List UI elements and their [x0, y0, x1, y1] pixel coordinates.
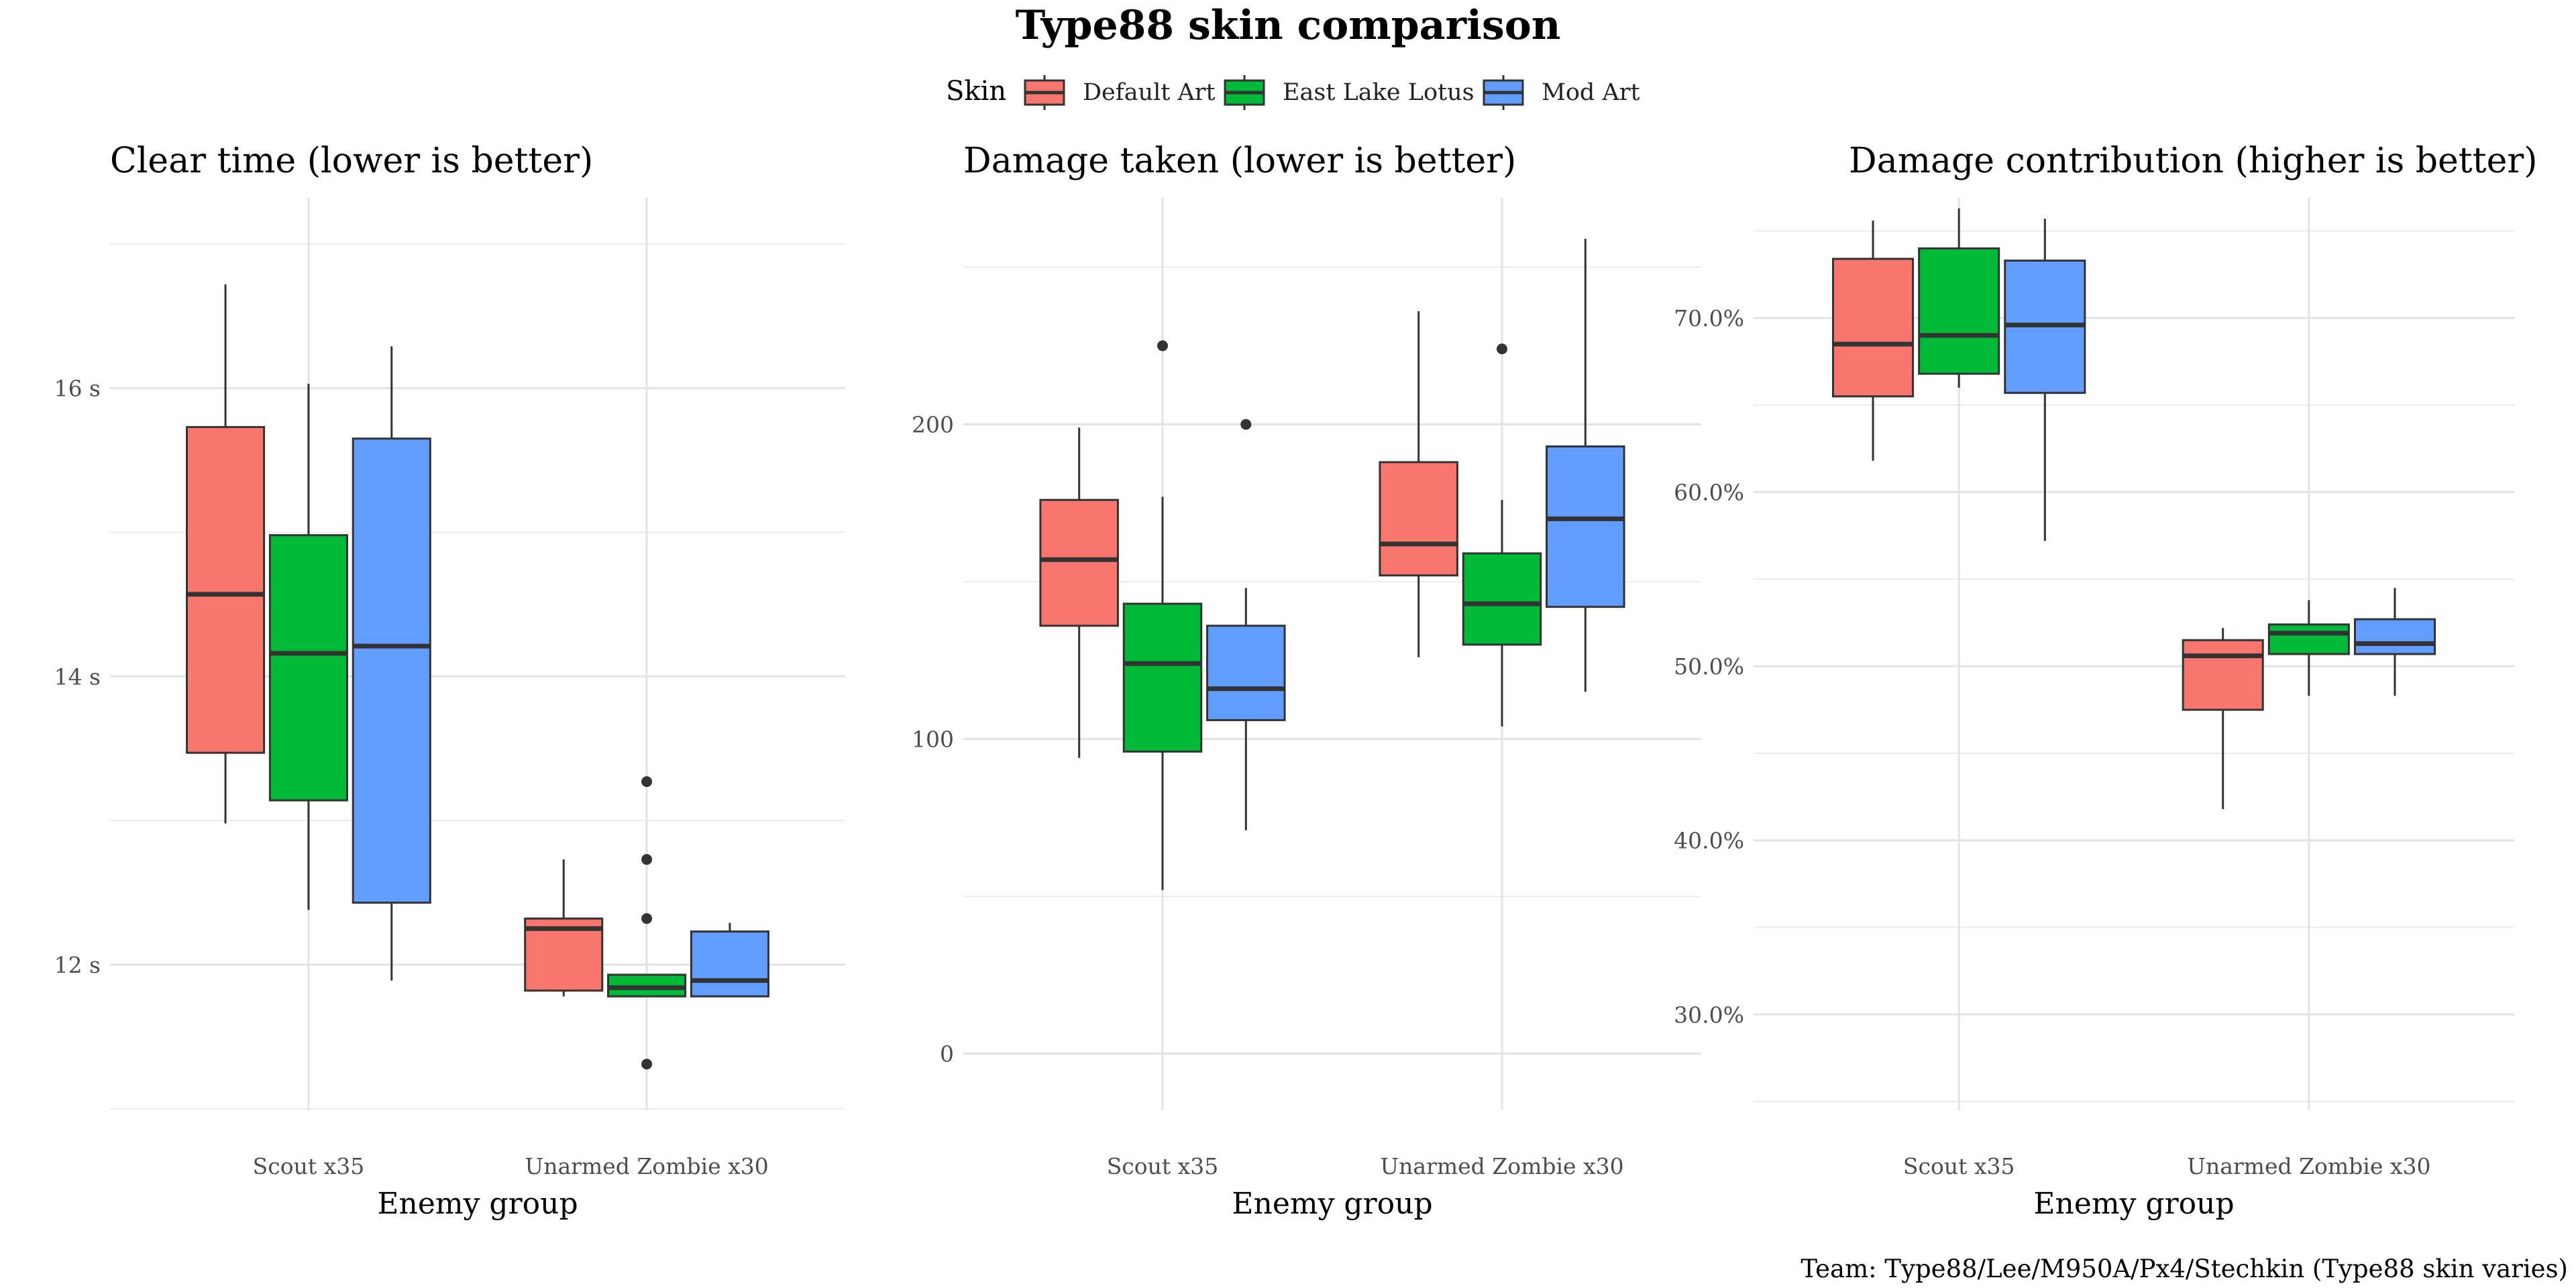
box-default-art [2182, 628, 2264, 809]
box-body [1206, 625, 1286, 721]
y-tick-label: 60.0% [1674, 480, 1744, 506]
outlier-point [641, 1059, 653, 1070]
figure-caption: Team: Type88/Lee/M950A/Px4/Stechkin (Typ… [1801, 1254, 2568, 1283]
box-body [186, 426, 266, 754]
panel-title: Clear time (lower is better) [110, 141, 593, 181]
x-tick-label: Unarmed Zombie x30 [525, 1153, 768, 1179]
box-body [1918, 247, 2000, 375]
legend-label: Mod Art [1542, 79, 1640, 106]
box-mod-art [1546, 238, 1625, 692]
x-axis-title: Enemy group [2033, 1187, 2234, 1221]
y-tick-label: 12 s [54, 952, 101, 978]
x-tick-label: Scout x35 [253, 1153, 365, 1179]
outlier-point [1497, 343, 1507, 355]
box-body [1122, 602, 1203, 753]
box-body [268, 534, 348, 802]
outlier-point [641, 854, 653, 865]
x-tick-label: Scout x35 [1903, 1153, 2015, 1179]
legend-entry: East Lake Lotus [1224, 75, 1474, 110]
box-body [2182, 639, 2264, 711]
panel-1: 12 s 14 s 16 s Scout x35 Unarmed Zombie x30 E… [54, 141, 845, 1221]
box-east-lake-lotus [1462, 343, 1542, 727]
y-tick-label: 0 [940, 1041, 954, 1067]
box-east-lake-lotus [268, 384, 348, 910]
box-east-lake-lotus [607, 776, 687, 1070]
box-default-art [186, 284, 266, 824]
y-tick-label: 16 s [54, 376, 101, 402]
box-east-lake-lotus [1918, 208, 2000, 388]
x-tick-label: Unarmed Zombie x30 [2187, 1153, 2430, 1179]
box-body [352, 437, 431, 904]
box-mod-art [690, 922, 769, 998]
figure-title: Type88 skin comparison [1016, 2, 1561, 49]
box-body [2267, 623, 2350, 655]
box-east-lake-lotus [1122, 340, 1203, 890]
box-body [1546, 445, 1625, 608]
y-tick-label: 70.0% [1674, 305, 1744, 331]
x-tick-label: Unarmed Zombie x30 [1380, 1153, 1623, 1179]
outlier-point [1240, 419, 1252, 430]
box-body [1039, 498, 1119, 627]
box-default-art [1039, 427, 1119, 758]
y-tick-label: 40.0% [1674, 828, 1744, 854]
box-body [690, 930, 769, 998]
y-tick-label: 100 [912, 727, 954, 753]
legend: Skin Default Art East Lake Lotus Mod Art [946, 75, 1640, 110]
y-tick-label: 14 s [54, 663, 101, 690]
panels: 12 s 14 s 16 s Scout x35 Unarmed Zombie x30 E… [54, 141, 2538, 1221]
panel-3: 30.0% 40.0% 50.0% 60.0% 70.0% Scout x35 Unarme… [1674, 141, 2537, 1221]
panel-title: Damage contribution (higher is better) [1849, 141, 2538, 181]
x-axis-title: Enemy group [377, 1187, 578, 1221]
outlier-point [1157, 340, 1168, 352]
box-mod-art [2353, 588, 2436, 696]
box-body [1462, 552, 1542, 646]
legend-entry: Mod Art [1483, 75, 1640, 110]
box-body [1379, 461, 1458, 577]
box-default-art [524, 859, 604, 997]
y-tick-label: 30.0% [1674, 1002, 1744, 1028]
legend-label: Default Art [1083, 79, 1216, 106]
x-axis-title: Enemy group [1232, 1187, 1432, 1221]
legend-entries: Default Art East Lake Lotus Mod Art [1024, 75, 1640, 110]
x-tick-label: Scout x35 [1107, 1153, 1219, 1179]
box-default-art [1379, 311, 1458, 657]
box-east-lake-lotus [2267, 600, 2350, 696]
panel-2: 0 100 200 Scout x35 Unarmed Zombie x30 Enemy … [912, 141, 1701, 1221]
panel-title: Damage taken (lower is better) [963, 141, 1516, 181]
box-default-art [1832, 220, 1915, 461]
box-mod-art [2004, 219, 2086, 541]
outlier-point [641, 776, 653, 788]
box-mod-art [352, 346, 431, 981]
box-mod-art [1206, 419, 1286, 830]
box-body [1832, 258, 1915, 398]
legend-title: Skin [946, 76, 1006, 107]
y-tick-label: 200 [912, 412, 954, 438]
y-tick-label: 50.0% [1674, 653, 1744, 680]
outlier-point [641, 913, 653, 924]
legend-entry: Default Art [1024, 75, 1216, 110]
box-body [2353, 618, 2436, 655]
legend-label: East Lake Lotus [1283, 79, 1474, 106]
